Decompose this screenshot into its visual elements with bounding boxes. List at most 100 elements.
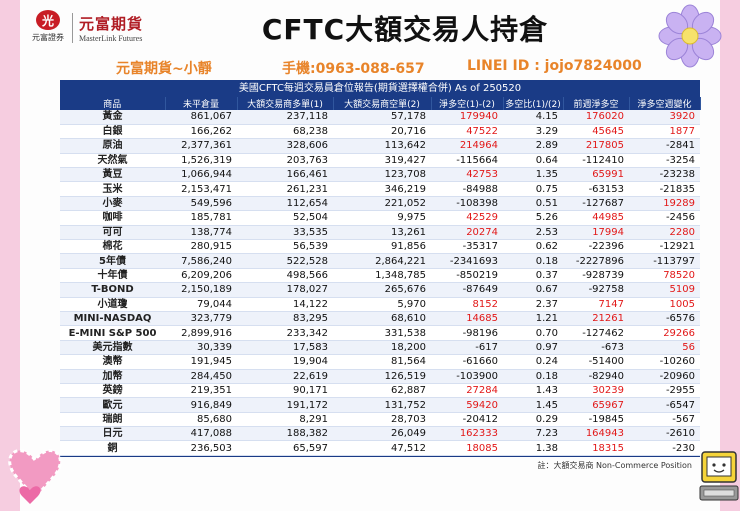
header-commodity: 商品 [60,97,166,110]
short-cell: 62,887 [333,383,431,399]
ratio-cell: 1.43 [503,383,563,399]
net-cell: 27284 [431,383,503,399]
net-cell: 162333 [431,426,503,442]
header-ratio: 多空比(1)/(2) [503,97,564,110]
short-cell: 2,864,221 [333,253,431,269]
ratio-cell: 0.18 [503,369,563,384]
ratio-cell: 4.15 [503,110,563,125]
company-logo: 光 元富證券 元富期貨 MasterLink Futures [30,10,185,46]
open-interest-cell: 417,088 [165,426,237,442]
prev-net-cell: 17994 [563,225,629,241]
ratio-cell: 2.37 [503,297,563,312]
open-interest-cell: 191,945 [165,354,237,370]
weekly-change-cell: 5109 [629,282,700,298]
open-interest-cell: 2,150,189 [165,282,237,298]
header-long: 大額交易商多單(1) [237,97,334,110]
net-cell: 42529 [431,210,503,226]
commodity-cell: 英鎊 [60,383,165,399]
open-interest-cell: 166,262 [165,124,237,140]
prev-net-cell: 21261 [563,311,629,327]
long-cell: 178,027 [237,282,333,298]
table-row: 日元 417,088 188,382 26,049 162333 7.23 164943 -2… [60,426,700,442]
long-cell: 261,231 [237,181,333,197]
commodity-cell: 5年債 [60,253,165,269]
weekly-change-cell: -567 [629,412,700,428]
weekly-change-cell: -12921 [629,239,700,255]
long-cell: 8,291 [237,412,333,428]
prev-net-cell: -82940 [563,369,629,384]
open-interest-cell: 2,153,471 [165,181,237,197]
net-cell: -20412 [431,412,503,428]
table-body: 黃金 861,067 237,118 57,178 179940 4.15 176020 39… [60,110,700,456]
weekly-change-cell: -230 [629,440,700,456]
net-cell: 42753 [431,167,503,183]
table-row: 棉花 280,915 56,539 91,856 -35317 0.62 -22396 -12… [60,239,700,255]
open-interest-cell: 85,680 [165,412,237,428]
open-interest-cell: 284,450 [165,369,237,384]
short-cell: 346,219 [333,181,431,197]
short-cell: 13,261 [333,225,431,241]
prev-net-cell: 45645 [563,124,629,140]
weekly-change-cell: -2610 [629,426,700,442]
long-cell: 56,539 [237,239,333,255]
net-cell: -2341693 [431,253,503,269]
ratio-cell: 0.24 [503,354,563,370]
commodity-cell: 澳幣 [60,354,165,370]
prev-net-cell: 18315 [563,440,629,456]
short-cell: 81,564 [333,354,431,370]
weekly-change-cell: -21835 [629,181,700,197]
ratio-cell: 0.97 [503,340,563,356]
weekly-change-cell: -6547 [629,397,700,413]
table-row: 原油 2,377,361 328,606 113,642 214964 2.89 21780… [60,138,700,154]
table-row: 歐元 916,849 191,172 131,752 59420 1.45 65967 -65… [60,397,700,413]
ratio-cell: 1.45 [503,397,563,413]
prev-net-cell: -19845 [563,412,629,428]
long-cell: 52,504 [237,210,333,226]
short-cell: 1,348,785 [333,268,431,284]
short-cell: 221,052 [333,196,431,212]
long-cell: 112,654 [237,196,333,212]
weekly-change-cell: -3254 [629,153,700,169]
prev-net-cell: 176020 [563,110,629,125]
table-row: 黃金 861,067 237,118 57,178 179940 4.15 176020 39… [60,110,700,125]
net-cell: 47522 [431,124,503,140]
long-cell: 166,461 [237,167,333,183]
open-interest-cell: 280,915 [165,239,237,255]
table-row: 天然氣 1,526,319 203,763 319,427 -115664 0.64 -11… [60,153,700,169]
weekly-change-cell: 1005 [629,297,700,312]
table-row: E-MINI S&P 500 2,899,916 233,342 331,538 -98… [60,325,700,341]
weekly-change-cell: -2841 [629,138,700,154]
prev-net-cell: -112410 [563,153,629,169]
ratio-cell: 7.23 [503,426,563,442]
weekly-change-cell: -10260 [629,354,700,370]
long-cell: 22,619 [237,369,333,384]
net-cell: -108398 [431,196,503,212]
commodity-cell: 瑞朗 [60,412,165,428]
net-cell: 179940 [431,110,503,125]
net-cell: 214964 [431,138,503,154]
long-cell: 17,583 [237,340,333,356]
page-title: CFTC大額交易人持倉 [261,13,549,46]
ratio-cell: 1.38 [503,440,563,456]
short-cell: 123,708 [333,167,431,183]
logo-name-cn: 元富期貨 [79,15,144,33]
net-cell: -115664 [431,153,503,169]
open-interest-cell: 2,899,916 [165,325,237,341]
prev-net-cell: -673 [563,340,629,356]
hearts-icon [8,449,62,504]
long-cell: 328,606 [237,138,333,154]
prev-net-cell: -92758 [563,282,629,298]
commodity-cell: 棉花 [60,239,165,255]
table-row: 瑞朗 85,680 8,291 28,703 -20412 0.29 -19845 -567 [60,412,700,428]
table-row: T-BOND 2,150,189 178,027 265,676 -87649 0.67-… [60,282,700,298]
long-cell: 203,763 [237,153,333,169]
ratio-cell: 3.29 [503,124,563,140]
long-cell: 19,904 [237,354,333,370]
net-cell: 59420 [431,397,503,413]
ratio-cell: 0.67 [503,282,563,298]
logo-text: 元富期貨 MasterLink Futures [79,13,143,43]
table-row: 十年債 6,209,206 498,566 1,348,785 -850219 0.37-… [60,268,700,284]
net-cell: -617 [431,340,503,356]
table-row: 小麥 549,596 112,654 221,052 -108398 0.51 -12768… [60,196,700,212]
long-cell: 65,597 [237,440,333,456]
